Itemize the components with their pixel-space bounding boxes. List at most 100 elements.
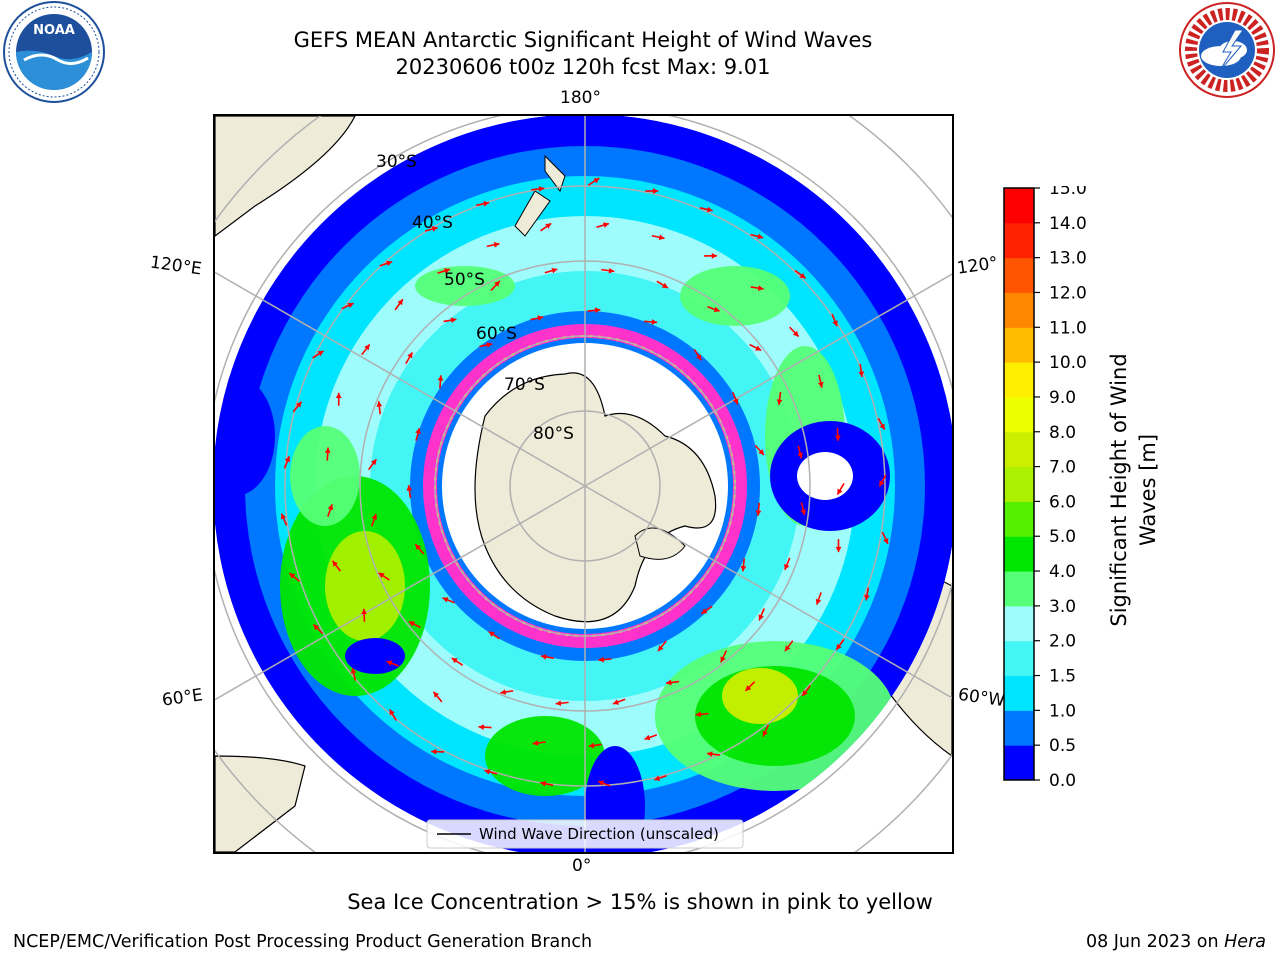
wind-arrow-head [740,565,747,572]
wind-arrow-head [707,751,713,757]
svg-text:NOAA: NOAA [33,23,75,38]
colorbar-segment [1004,571,1034,607]
wind-arrow-head [313,624,320,631]
blob-indian-3 [290,426,360,526]
host-name: Hera [1224,932,1266,952]
wind-arrow-head [879,480,885,487]
wind-arrow-head [450,317,457,323]
wind-arrow-head [484,769,491,775]
wind-arrow-head [437,375,444,381]
lon-label-180: 180° [560,88,601,108]
wind-arrow-head [389,709,395,716]
land-antarctica [474,372,717,623]
arrow-legend: Wind Wave Direction (unscaled) [426,819,744,849]
wind-arrow-head [406,485,413,491]
wind-arrow-head [407,352,413,359]
colorbar-tick-label: 11.0 [1049,318,1087,338]
wind-arrow-head [486,342,493,348]
wind-arrow-head [879,423,885,430]
colorbar-segment [1004,362,1034,398]
wind-arrow-head [817,381,824,388]
colorbar-segment [1004,188,1034,224]
wind-arrow-head [488,631,495,637]
wind-arrow-head [757,285,764,291]
wind-arrow-head [408,621,415,627]
svg-text:Significant Height of Wind: Significant Height of Wind [1107,353,1131,626]
colorbar-segment [1004,222,1034,259]
wind-arrow-head [762,730,768,737]
wind-arrow-head [540,654,547,660]
wind-arrow-head [657,645,664,652]
wind-arrow-head [711,252,718,259]
calm-west [215,376,275,496]
wind-arrow-head [332,560,339,567]
wind-arrow-head [431,226,438,232]
wind-arrow-head [451,658,458,664]
colorbar-label: Significant Height of Wind Waves [m] [1107,353,1160,626]
wind-arrow-head [295,401,302,408]
colorbar-tick-label: 15.0 [1049,186,1087,199]
wind-arrow-head [644,734,651,741]
colorbar-tick-label: 4.0 [1049,562,1076,582]
wind-arrow-head [538,186,545,192]
white-pacific [797,452,853,500]
meridian-1 [215,271,586,487]
wind-arrow-head [883,537,889,544]
colorbar-tick-label: 3.0 [1049,597,1076,617]
wind-arrow-head [836,643,842,650]
meridian-5 [584,273,952,487]
arrow-field [280,177,889,787]
colorbar-tick-label: 12.0 [1049,283,1087,303]
wind-arrow-head [431,748,437,755]
map-panel: Wind Wave Direction (unscaled) [213,114,954,854]
wind-arrow-head [701,608,708,614]
meridian-4 [584,485,952,699]
lat-label-80s: 80°S [533,424,574,444]
wind-arrow-head [350,667,357,674]
polar-wave-map: Wind Wave Direction (unscaled) [215,116,952,852]
calm-west-2 [345,638,405,674]
wind-arrow-head [832,320,838,327]
wind-arrow-head [799,272,806,279]
wind-arrow-head [745,685,752,691]
wind-arrow-head [361,608,367,615]
wind-arrow-head [776,399,783,405]
lat-label-50s: 50°S [444,270,485,290]
colorbar-segment [1004,257,1034,293]
lon-label-60e: 60°E [160,685,205,711]
wind-arrow-head [364,344,370,351]
lat-label-70s: 70°S [504,375,545,395]
colorbar-segment [1004,675,1034,711]
wind-arrow-head [651,319,658,325]
colorbar-tick-label: 5.0 [1049,527,1076,547]
noaa-logo: NOAA [3,1,105,103]
wind-arrow-head [317,350,324,357]
colorbar: 0.0 0.5 1.0 1.5 2.0 3.0 4.0 5.0 6.0 7.0 8.0 9.0 10.0… [1003,186,1087,786]
wind-arrow-head [792,330,799,337]
wind-arrow-head [442,597,449,603]
colorbar-tick-label: 0.5 [1049,736,1076,756]
wind-arrow-head [834,435,841,441]
colorbar-segment [1004,327,1034,363]
wind-arrow-head [757,233,764,240]
wind-arrow-head [478,724,484,731]
lat-label-60s: 60°S [476,324,517,344]
wind-arrow-head [594,307,601,314]
wind-arrow-head [603,222,609,228]
wind-arrow-head [386,260,393,267]
wind-arrow-head [658,234,665,241]
colorbar-segment [1004,501,1034,537]
colorbar-segment [1004,536,1034,572]
meridian-2 [215,485,586,701]
wind-arrow-head [415,544,421,551]
wind-arrow-head [706,206,713,213]
wind-arrow-head [815,598,822,605]
wind-arrow-head [837,488,843,495]
wind-arrow-head [654,775,661,781]
colorbar-tick-label: 8.0 [1049,423,1076,443]
wind-arrow-head [593,178,600,184]
colorbar-tick-label: 2.0 [1049,632,1076,652]
wind-arrow-head [652,188,659,194]
wind-arrow-head [378,572,385,579]
credit-text: NCEP/EMC/Verification Post Processing Pr… [13,932,593,952]
